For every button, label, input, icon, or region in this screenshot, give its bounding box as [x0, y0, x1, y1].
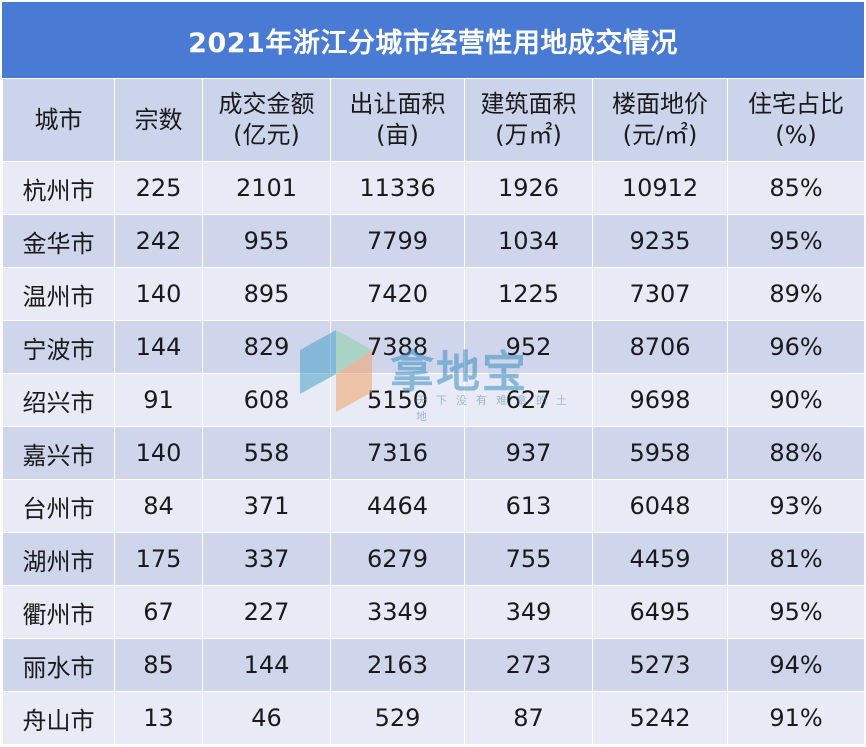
table-row: 衢州市 67 227 3349 349 6495 95% — [2, 585, 865, 639]
cell-city: 舟山市 — [2, 691, 115, 745]
cell-residential-share: 90% — [727, 373, 865, 427]
cell-amount: 337 — [202, 532, 331, 586]
cell-land-area: 529 — [330, 691, 465, 745]
table-row: 绍兴市 91 608 5150 627 9698 90% — [2, 373, 865, 427]
cell-floor-price: 8706 — [592, 320, 728, 374]
cell-land-area: 7420 — [330, 267, 465, 321]
cell-residential-share: 89% — [727, 267, 865, 321]
cell-amount: 558 — [202, 426, 331, 480]
cell-floor-area: 349 — [464, 585, 593, 639]
cell-floor-area: 613 — [464, 479, 593, 533]
table-row: 台州市 84 371 4464 613 6048 93% — [2, 479, 865, 533]
cell-floor-price: 6048 — [592, 479, 728, 533]
table-row: 湖州市 175 337 6279 755 4459 81% — [2, 532, 865, 586]
cell-floor-price: 4459 — [592, 532, 728, 586]
header-residential-share: 住宅占比 (%) — [727, 78, 865, 162]
cell-amount: 371 — [202, 479, 331, 533]
cell-residential-share: 95% — [727, 585, 865, 639]
header-count: 宗数 — [114, 78, 203, 162]
cell-amount: 227 — [202, 585, 331, 639]
cell-residential-share: 85% — [727, 161, 865, 215]
header-floor-price: 楼面地价 (元/㎡) — [592, 78, 728, 162]
cell-city: 温州市 — [2, 267, 115, 321]
header-land-area: 出让面积 (亩) — [330, 78, 465, 162]
cell-residential-share: 81% — [727, 532, 865, 586]
cell-city: 台州市 — [2, 479, 115, 533]
cell-residential-share: 94% — [727, 638, 865, 692]
cell-land-area: 2163 — [330, 638, 465, 692]
cell-city: 宁波市 — [2, 320, 115, 374]
cell-land-area: 7799 — [330, 214, 465, 268]
cell-floor-area: 1926 — [464, 161, 593, 215]
table-row: 丽水市 85 144 2163 273 5273 94% — [2, 638, 865, 692]
city-land-table: 城市 宗数 成交金额 (亿元) 出让面积 (亩) 建筑面积 (万㎡) 楼面地价 (元/㎡… — [2, 78, 865, 745]
cell-land-area: 4464 — [330, 479, 465, 533]
cell-city: 嘉兴市 — [2, 426, 115, 480]
cell-land-area: 3349 — [330, 585, 465, 639]
cell-floor-price: 5958 — [592, 426, 728, 480]
cell-amount: 895 — [202, 267, 331, 321]
cell-land-area: 7316 — [330, 426, 465, 480]
cell-count: 140 — [114, 426, 203, 480]
cell-amount: 2101 — [202, 161, 331, 215]
cell-count: 13 — [114, 691, 203, 745]
table-row: 金华市 242 955 7799 1034 9235 95% — [2, 214, 865, 268]
cell-city: 丽水市 — [2, 638, 115, 692]
table-row: 嘉兴市 140 558 7316 937 5958 88% — [2, 426, 865, 480]
cell-land-area: 6279 — [330, 532, 465, 586]
cell-residential-share: 88% — [727, 426, 865, 480]
cell-land-area: 11336 — [330, 161, 465, 215]
cell-floor-area: 755 — [464, 532, 593, 586]
cell-residential-share: 95% — [727, 214, 865, 268]
cell-floor-area: 627 — [464, 373, 593, 427]
cell-floor-price: 9235 — [592, 214, 728, 268]
header-floor-area: 建筑面积 (万㎡) — [464, 78, 593, 162]
cell-residential-share: 91% — [727, 691, 865, 745]
cell-count: 85 — [114, 638, 203, 692]
header-row: 城市 宗数 成交金额 (亿元) 出让面积 (亩) 建筑面积 (万㎡) 楼面地价 (元/㎡… — [2, 78, 865, 162]
table-row: 宁波市 144 829 7388 952 8706 96% — [2, 320, 865, 374]
cell-amount: 144 — [202, 638, 331, 692]
cell-floor-price: 7307 — [592, 267, 728, 321]
cell-residential-share: 93% — [727, 479, 865, 533]
header-city: 城市 — [2, 78, 115, 162]
cell-city: 杭州市 — [2, 161, 115, 215]
cell-city: 绍兴市 — [2, 373, 115, 427]
cell-floor-price: 5242 — [592, 691, 728, 745]
cell-floor-price: 6495 — [592, 585, 728, 639]
cell-amount: 608 — [202, 373, 331, 427]
cell-count: 175 — [114, 532, 203, 586]
cell-floor-area: 1225 — [464, 267, 593, 321]
cell-city: 衢州市 — [2, 585, 115, 639]
cell-count: 84 — [114, 479, 203, 533]
cell-count: 242 — [114, 214, 203, 268]
cell-count: 144 — [114, 320, 203, 374]
cell-city: 金华市 — [2, 214, 115, 268]
table-row: 杭州市 225 2101 11336 1926 10912 85% — [2, 161, 865, 215]
cell-floor-price: 10912 — [592, 161, 728, 215]
cell-amount: 829 — [202, 320, 331, 374]
table-title: 2021年浙江分城市经营性用地成交情况 — [2, 2, 864, 78]
cell-floor-area: 937 — [464, 426, 593, 480]
cell-floor-price: 9698 — [592, 373, 728, 427]
cell-floor-price: 5273 — [592, 638, 728, 692]
cell-city: 湖州市 — [2, 532, 115, 586]
cell-land-area: 7388 — [330, 320, 465, 374]
cell-amount: 46 — [202, 691, 331, 745]
cell-count: 140 — [114, 267, 203, 321]
cell-count: 91 — [114, 373, 203, 427]
cell-residential-share: 96% — [727, 320, 865, 374]
header-amount: 成交金额 (亿元) — [202, 78, 331, 162]
cell-land-area: 5150 — [330, 373, 465, 427]
cell-amount: 955 — [202, 214, 331, 268]
cell-count: 67 — [114, 585, 203, 639]
table-row: 温州市 140 895 7420 1225 7307 89% — [2, 267, 865, 321]
table-row: 舟山市 13 46 529 87 5242 91% — [2, 691, 865, 745]
cell-floor-area: 1034 — [464, 214, 593, 268]
cell-floor-area: 273 — [464, 638, 593, 692]
cell-floor-area: 87 — [464, 691, 593, 745]
cell-floor-area: 952 — [464, 320, 593, 374]
cell-count: 225 — [114, 161, 203, 215]
